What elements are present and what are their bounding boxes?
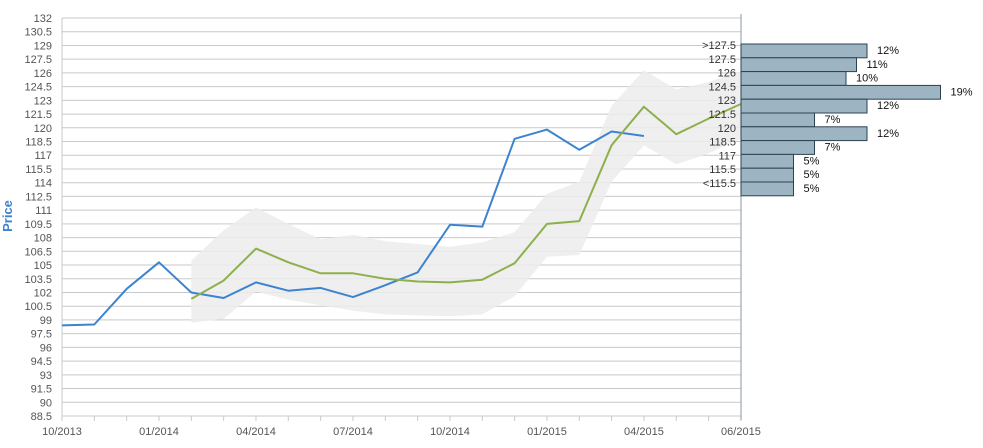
y-tick-label: 102 bbox=[34, 287, 52, 299]
histogram-percent-label: 12% bbox=[877, 45, 899, 57]
y-tick-label: 127.5 bbox=[24, 54, 52, 66]
histogram-category-label: 124.5 bbox=[708, 81, 736, 93]
forecast-line bbox=[190, 103, 742, 300]
x-tick-label: 10/2014 bbox=[430, 426, 470, 438]
histogram-category-label: 126 bbox=[718, 68, 736, 80]
histogram-category-label: 118.5 bbox=[709, 137, 736, 149]
y-tick-label: 112.5 bbox=[25, 191, 52, 203]
y-tick-label: 115.5 bbox=[25, 164, 52, 176]
x-tick-label: 06/2015 bbox=[721, 426, 761, 438]
forecast-band-area bbox=[191, 70, 741, 323]
histogram-percent-label: 19% bbox=[951, 86, 973, 98]
y-tick-label: 103.5 bbox=[24, 274, 52, 286]
y-tick-label: 120 bbox=[34, 123, 52, 135]
y-tick-label: 108 bbox=[34, 233, 52, 245]
histogram-percent-label: 10% bbox=[856, 73, 878, 85]
y-tick-label: 124.5 bbox=[24, 82, 52, 94]
histogram-category-label: 120 bbox=[718, 123, 736, 135]
histogram-bar bbox=[740, 140, 815, 155]
histogram-bar bbox=[740, 57, 857, 73]
y-axis-title: Price bbox=[0, 200, 15, 232]
price-line bbox=[61, 128, 645, 327]
histogram-percent-label: 5% bbox=[804, 169, 820, 181]
y-tick-label: 121.5 bbox=[24, 109, 52, 121]
y-tick-label: 106.5 bbox=[24, 246, 52, 258]
histogram-percent-label: 5% bbox=[804, 183, 820, 195]
y-tick-label: 118.5 bbox=[25, 137, 52, 149]
x-axis-ticks: 10/2013 01/2014 04/2014 07/2014 10/2014 01/20… bbox=[42, 416, 761, 438]
y-tick-label: 129 bbox=[34, 40, 52, 52]
x-tick-label: 07/2014 bbox=[333, 426, 373, 438]
histogram-percent-label: 7% bbox=[825, 114, 841, 126]
histogram-category-label: 121.5 bbox=[708, 109, 736, 121]
histogram-bar bbox=[740, 167, 794, 183]
y-tick-label: 130.5 bbox=[24, 27, 52, 39]
histogram-category-label: 115.5 bbox=[709, 164, 736, 176]
histogram-percent-label: 12% bbox=[877, 128, 899, 140]
y-tick-label: 126 bbox=[34, 68, 52, 80]
y-tick-label: 96 bbox=[40, 342, 52, 354]
x-tick-label: 04/2014 bbox=[236, 426, 276, 438]
histogram-bar bbox=[740, 126, 868, 142]
histogram-category-label: 123 bbox=[718, 95, 736, 107]
x-tick-label: 10/2013 bbox=[42, 426, 82, 438]
histogram-bar bbox=[740, 181, 794, 197]
y-tick-label: 99 bbox=[40, 315, 52, 327]
distribution-histogram: >127.5 12% 127.5 11% 126 10% 124.5 19% 123 12% 121… bbox=[702, 40, 973, 197]
y-tick-label: 88.5 bbox=[31, 411, 52, 423]
histogram-category-label: >127.5 bbox=[702, 40, 736, 52]
axes bbox=[61, 14, 742, 420]
histogram-percent-label: 11% bbox=[867, 59, 888, 71]
y-tick-label: 93 bbox=[40, 370, 52, 382]
x-tick-label: 04/2015 bbox=[624, 426, 664, 438]
histogram-bar bbox=[740, 84, 941, 100]
histogram-percent-label: 5% bbox=[804, 155, 820, 167]
histogram-bar bbox=[740, 71, 847, 86]
histogram-category-label: 117 bbox=[718, 150, 736, 162]
histogram-bar bbox=[740, 112, 815, 128]
y-tick-label: 111 bbox=[35, 205, 52, 217]
y-tick-label: 91.5 bbox=[31, 384, 52, 396]
y-tick-label: 114 bbox=[34, 178, 52, 190]
histogram-category-label: <115.5 bbox=[703, 178, 736, 190]
y-tick-label: 117 bbox=[34, 150, 52, 162]
histogram-bar bbox=[740, 43, 868, 59]
y-tick-label: 105 bbox=[34, 260, 52, 272]
y-tick-label: 123 bbox=[34, 95, 52, 107]
forecast-band bbox=[191, 70, 741, 323]
y-tick-label: 90 bbox=[40, 397, 52, 409]
histogram-percent-label: 12% bbox=[877, 100, 899, 112]
y-tick-label: 94.5 bbox=[31, 356, 52, 368]
y-tick-label: 100.5 bbox=[24, 301, 52, 313]
histogram-category-label: 127.5 bbox=[708, 54, 736, 66]
histogram-percent-label: 7% bbox=[825, 142, 841, 154]
x-tick-label: 01/2015 bbox=[527, 426, 567, 438]
series-lines bbox=[61, 103, 742, 327]
y-tick-label: 97.5 bbox=[31, 329, 52, 341]
x-tick-label: 01/2014 bbox=[139, 426, 179, 438]
histogram-bar bbox=[740, 153, 794, 169]
y-tick-label: 109.5 bbox=[24, 219, 52, 231]
histogram-bar bbox=[740, 98, 868, 114]
y-tick-label: 132 bbox=[34, 13, 52, 25]
